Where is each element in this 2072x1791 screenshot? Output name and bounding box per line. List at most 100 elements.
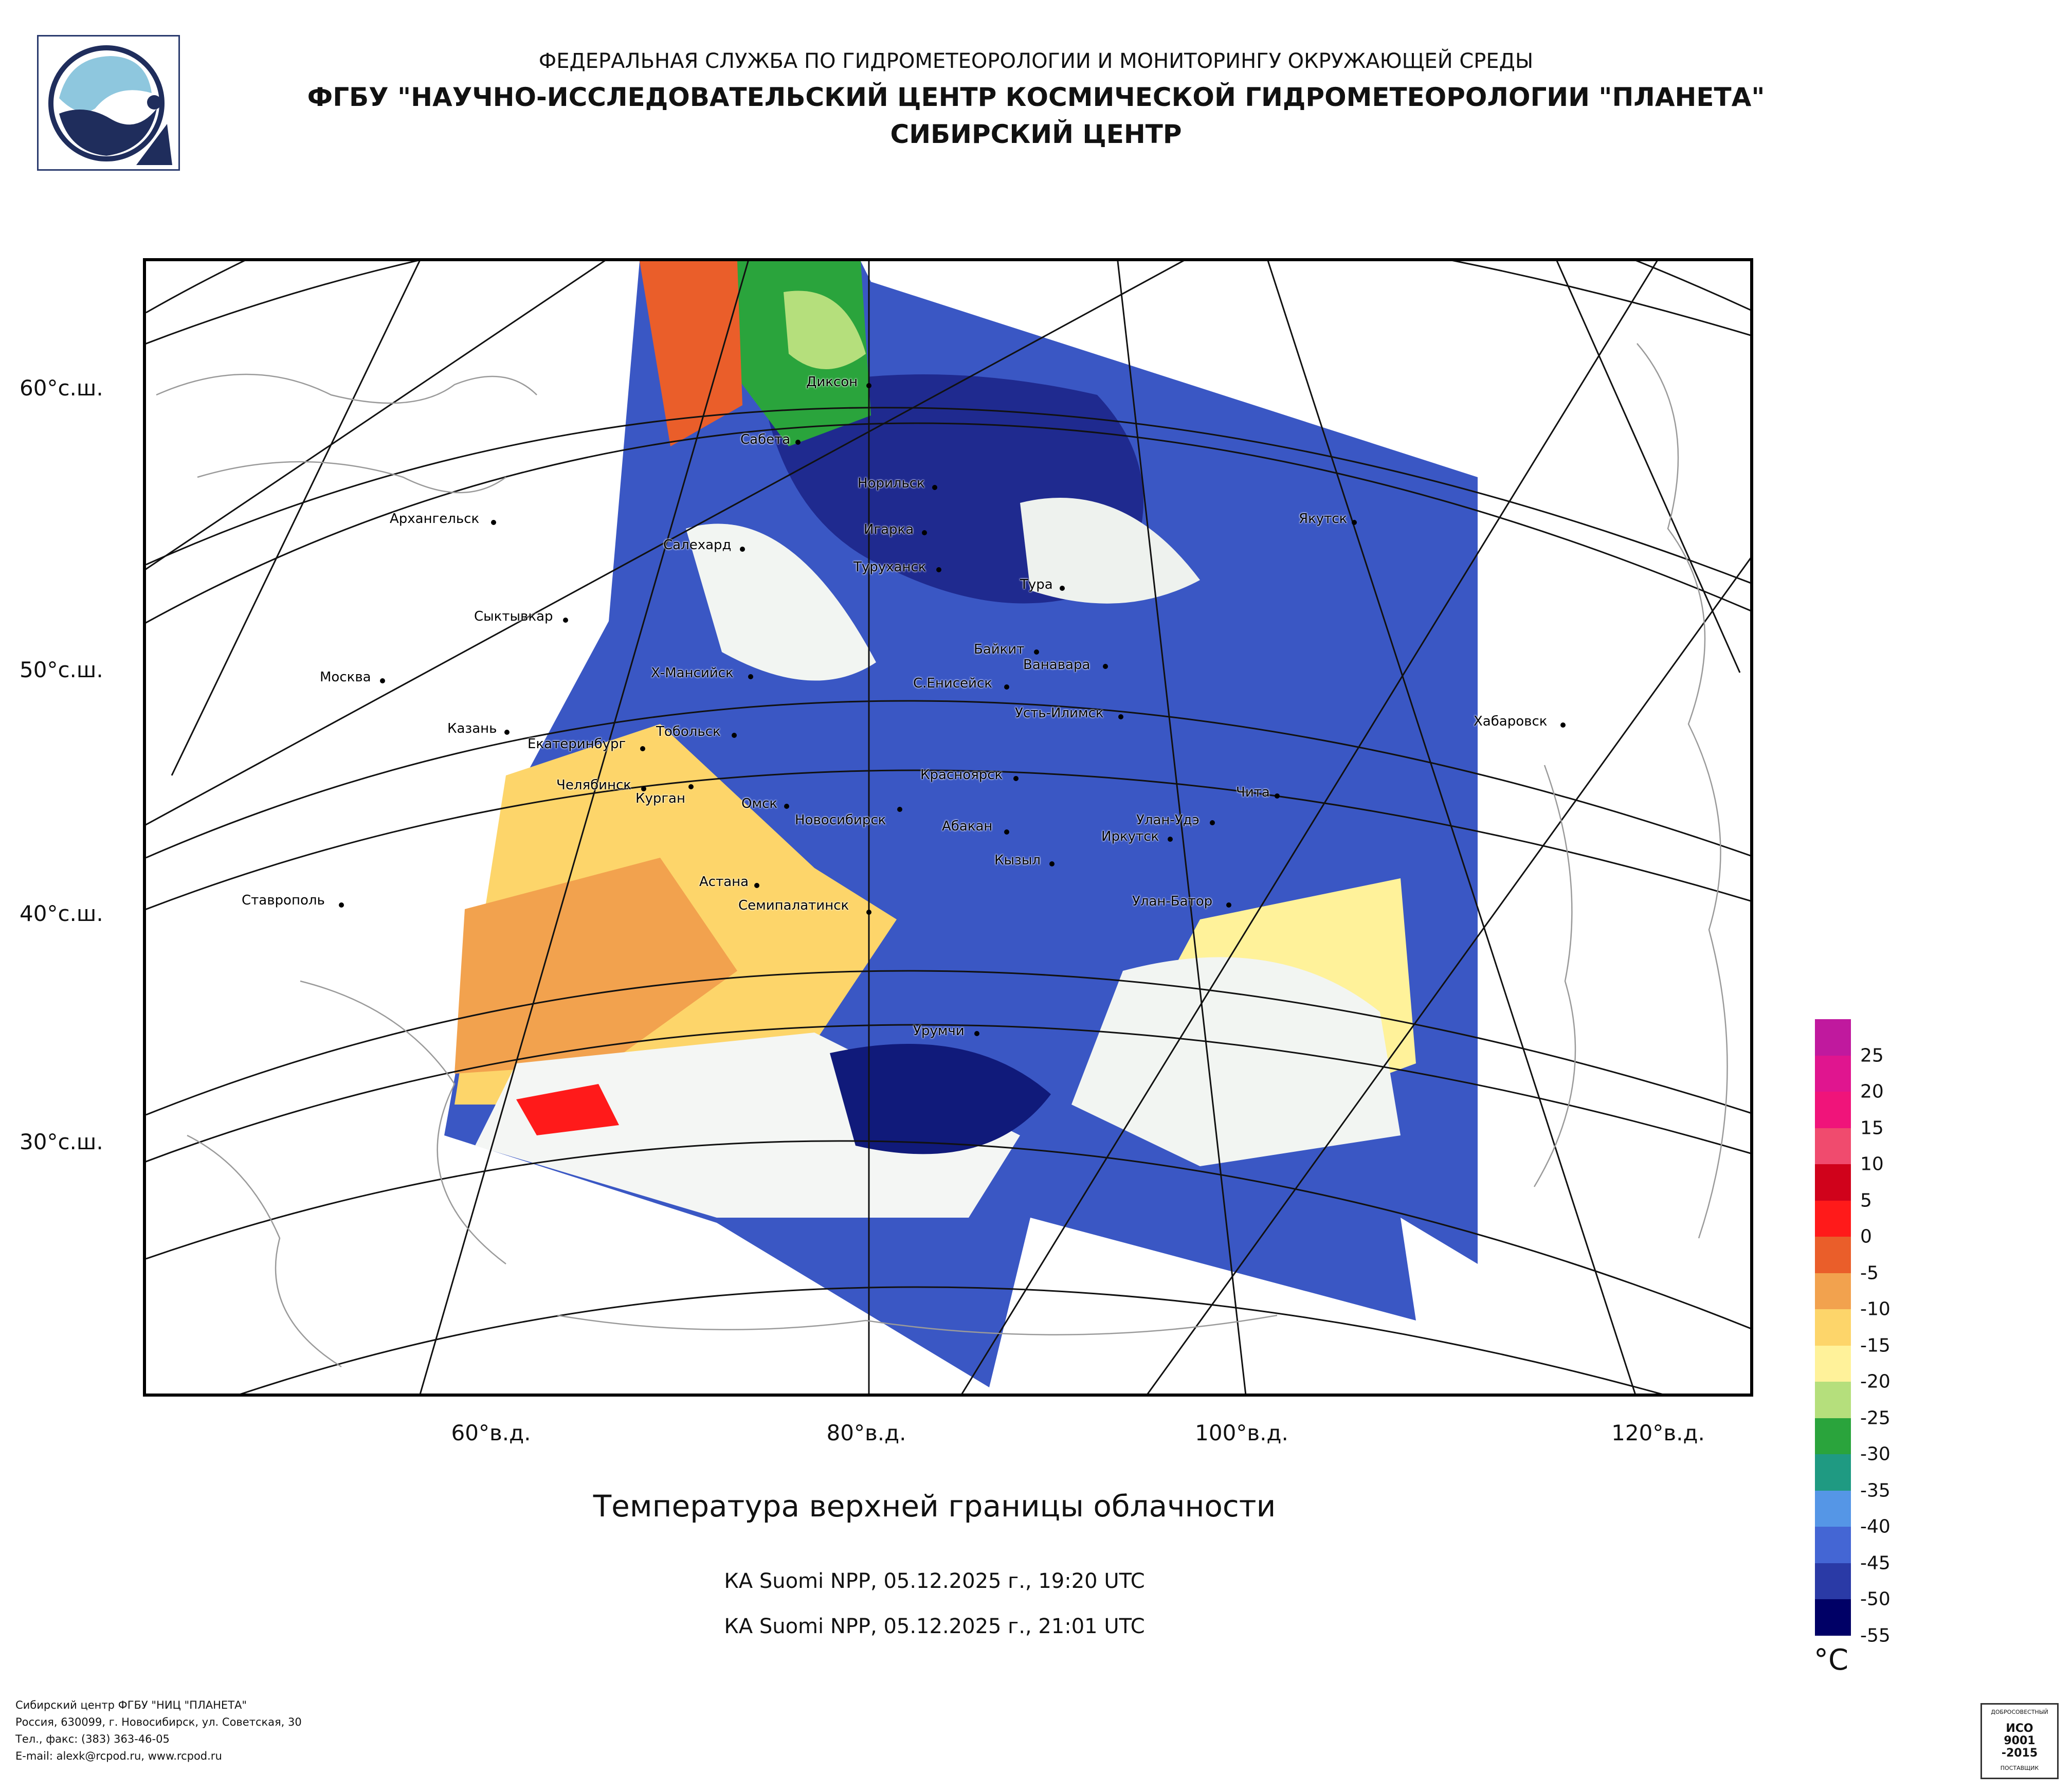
- cert-bottom-text: ПОСТАВЩИК: [2000, 1765, 2039, 1771]
- legend-tick-label: -50: [1860, 1588, 1891, 1610]
- legend-tick-label: 5: [1860, 1190, 1872, 1211]
- city-label: Семипалатинск: [738, 898, 849, 913]
- legend-swatch: [1815, 1273, 1851, 1309]
- legend-unit: °C: [1814, 1643, 1849, 1677]
- city-dot: [1560, 722, 1566, 728]
- city-label: Тобольск: [656, 724, 721, 739]
- city-dot: [795, 440, 801, 445]
- satellite-map: [143, 258, 1753, 1397]
- graticule: [146, 261, 1750, 1394]
- legend-tick-label: 10: [1860, 1153, 1884, 1175]
- swath-orange-north: [640, 261, 742, 446]
- lat-label-40: 40°с.ш.: [20, 901, 103, 926]
- city-label: Архангельск: [390, 511, 480, 527]
- city-label: Астана: [699, 874, 749, 890]
- city-dot: [1168, 837, 1173, 842]
- legend-swatch: [1815, 1309, 1851, 1346]
- legend-tick-label: 0: [1860, 1226, 1872, 1247]
- city-dot: [866, 383, 871, 388]
- city-dot: [1118, 714, 1123, 719]
- city-label: Хабаровск: [1474, 714, 1548, 729]
- lon-label-100: 100°в.д.: [1195, 1420, 1288, 1445]
- city-dot: [1060, 586, 1065, 591]
- city-dot: [748, 674, 753, 679]
- city-label: Сыктывкар: [474, 609, 553, 624]
- city-label: Москва: [320, 670, 371, 685]
- swath-yellow-north: [784, 291, 866, 369]
- lat-label-60: 60°с.ш.: [20, 375, 103, 401]
- legend-tick-label: -15: [1860, 1335, 1891, 1356]
- swath-white-cloud-2: [1020, 498, 1200, 604]
- lat-label-50: 50°с.ш.: [20, 657, 103, 682]
- legend-swatch: [1815, 1527, 1851, 1563]
- legend-swatch: [1815, 1164, 1851, 1201]
- city-dot: [784, 804, 789, 809]
- footer-address: Россия, 630099, г. Новосибирск, ул. Сове…: [15, 1716, 302, 1728]
- swath-hot-spot: [516, 1084, 619, 1135]
- city-label: Якутск: [1299, 511, 1348, 527]
- legend-swatch: [1815, 1563, 1851, 1599]
- city-label: Сабета: [740, 432, 791, 447]
- planeta-logo: [37, 35, 180, 171]
- city-dot: [1226, 902, 1231, 908]
- city-label: Салехард: [663, 537, 732, 553]
- city-label: Х-Мансийск: [651, 665, 734, 681]
- city-dot: [1352, 520, 1357, 525]
- swath-south-cold: [830, 1044, 1051, 1154]
- legend-tick-label: -20: [1860, 1371, 1891, 1392]
- city-label: Екатеринбург: [528, 736, 626, 752]
- city-dot: [1210, 820, 1215, 825]
- city-label: Улан-Батор: [1132, 894, 1213, 909]
- city-dot: [866, 910, 871, 915]
- city-dot: [641, 786, 646, 791]
- city-dot: [1004, 829, 1009, 835]
- lat-label-30: 30°с.ш.: [20, 1129, 103, 1154]
- subtitle-pass-1: КА Suomi NPP, 05.12.2025 г., 19:20 UTC: [724, 1569, 1145, 1593]
- legend-swatch: [1815, 1418, 1851, 1454]
- coastlines: [156, 343, 1728, 1368]
- cert-mid-text: ИСО 9001 -2015: [2001, 1722, 2038, 1760]
- legend-swatch: [1815, 1055, 1851, 1092]
- city-label: Ванавара: [1023, 657, 1090, 673]
- legend-swatch: [1815, 1200, 1851, 1237]
- legend-tick-label: -30: [1860, 1443, 1891, 1465]
- city-label: Урумчи: [913, 1023, 965, 1039]
- city-label: Игарка: [864, 522, 914, 537]
- city-label: Диксон: [806, 374, 858, 390]
- legend-tick-label: -25: [1860, 1407, 1891, 1428]
- subtitle-pass-2: КА Suomi NPP, 05.12.2025 г., 21:01 UTC: [724, 1615, 1145, 1638]
- city-dot: [1049, 861, 1055, 866]
- legend-tick-label: 20: [1860, 1081, 1884, 1102]
- footer-org: Сибирский центр ФГБУ "НИЦ "ПЛАНЕТА": [15, 1699, 247, 1711]
- footer-email: E-mail: alexk@rcpod.ru, www.rcpod.ru: [15, 1750, 222, 1762]
- legend-swatch: [1815, 1128, 1851, 1164]
- city-label: Байкит: [974, 642, 1025, 657]
- city-dot: [491, 520, 496, 525]
- city-dot: [936, 567, 941, 572]
- city-label: Абакан: [942, 819, 993, 834]
- city-label: Кызыл: [994, 853, 1041, 868]
- city-dot: [1004, 684, 1009, 690]
- city-label: Ставрополь: [242, 893, 325, 908]
- header-institute: ФГБУ "НАУЧНО-ИССЛЕДОВАТЕЛЬСКИЙ ЦЕНТР КОС…: [307, 82, 1765, 112]
- city-dot: [380, 678, 385, 683]
- footer-contacts: Сибирский центр ФГБУ "НИЦ "ПЛАНЕТА" Росс…: [15, 1697, 302, 1765]
- city-label: Новосибирск: [795, 812, 886, 828]
- iso-certificate-badge: ДОБРОСОВЕСТНЫЙ ИСО 9001 -2015 ПОСТАВЩИК: [1980, 1703, 2059, 1779]
- city-label: Усть-Илимск: [1015, 705, 1104, 721]
- city-dot: [1275, 793, 1280, 799]
- lon-label-120: 120°в.д.: [1611, 1420, 1705, 1445]
- city-label: Туруханск: [853, 559, 926, 575]
- header-agency: ФЕДЕРАЛЬНАЯ СЛУЖБА ПО ГИДРОМЕТЕОРОЛОГИИ …: [538, 49, 1534, 73]
- legend-swatch: [1815, 1345, 1851, 1382]
- city-dot: [339, 902, 344, 908]
- city-dot: [1103, 664, 1108, 669]
- city-label: Чита: [1236, 785, 1270, 800]
- city-label: Иркутск: [1101, 829, 1159, 844]
- city-dot: [504, 730, 510, 735]
- header-center: СИБИРСКИЙ ЦЕНТР: [890, 119, 1182, 149]
- legend-tick-label: -40: [1860, 1516, 1891, 1537]
- lon-label-60: 60°в.д.: [451, 1420, 531, 1445]
- city-dot: [974, 1031, 979, 1036]
- city-label: Тура: [1020, 577, 1053, 592]
